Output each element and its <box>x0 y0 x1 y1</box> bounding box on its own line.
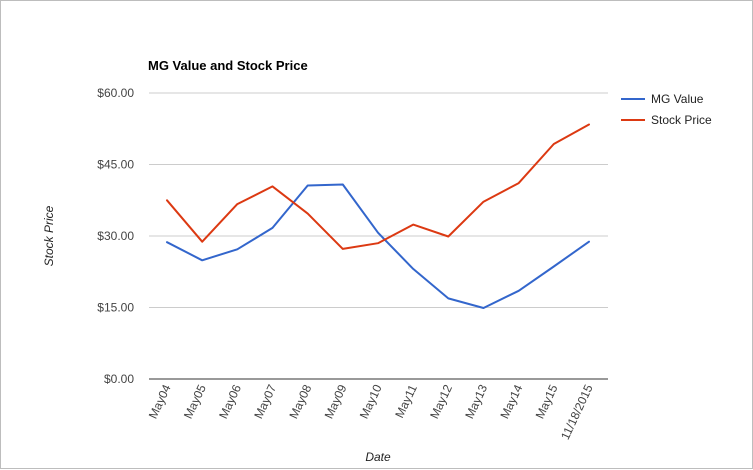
x-tick-label: May10 <box>357 382 385 421</box>
x-tick-label: 11/18/2015 <box>558 382 596 442</box>
x-tick-label: May15 <box>533 382 561 421</box>
series-line-stock-price <box>166 123 590 250</box>
gridlines <box>149 92 608 308</box>
x-axis-ticks: May04 May05 May06 May07 May08 May09 May10 May11… <box>146 382 596 442</box>
y-tick-label: $45.00 <box>97 158 134 172</box>
y-tick-label: $0.00 <box>104 372 134 386</box>
legend-label: MG Value <box>651 92 704 106</box>
x-tick-label: May13 <box>462 382 490 421</box>
x-tick-label: May08 <box>286 382 314 421</box>
x-tick-label: May06 <box>216 382 244 421</box>
x-tick-label: May12 <box>427 382 455 421</box>
chart-title: MG Value and Stock Price <box>148 58 308 73</box>
x-tick-label: May05 <box>181 382 209 421</box>
x-tick-label: May11 <box>392 382 420 420</box>
x-tick-label: May14 <box>497 382 525 421</box>
x-tick-label: May04 <box>146 382 174 421</box>
legend: MG Value Stock Price <box>621 92 712 127</box>
series-lines <box>166 123 590 309</box>
y-axis-ticks: $0.00 $15.00 $30.00 $45.00 $60.00 <box>97 86 134 386</box>
y-tick-label: $15.00 <box>97 301 134 315</box>
x-tick-label: May09 <box>322 382 350 421</box>
series-line-mg-value <box>166 183 590 309</box>
y-tick-label: $60.00 <box>97 86 134 100</box>
legend-label: Stock Price <box>651 113 712 127</box>
y-tick-label: $30.00 <box>97 229 134 243</box>
x-axis-title: Date <box>365 450 391 464</box>
x-tick-label: May07 <box>251 382 279 421</box>
y-axis-title: Stock Price <box>42 205 56 266</box>
